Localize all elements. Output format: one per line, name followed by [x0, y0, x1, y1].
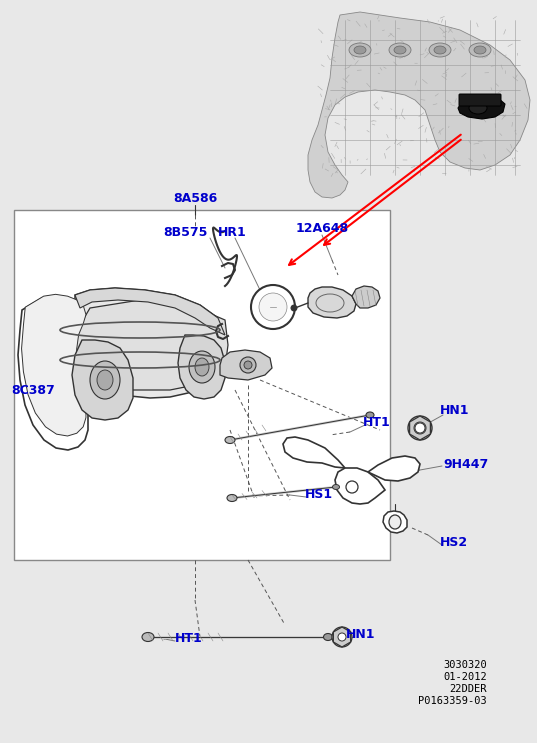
Text: HS1: HS1 [305, 488, 333, 502]
Ellipse shape [195, 358, 209, 376]
Polygon shape [76, 300, 228, 390]
Ellipse shape [389, 515, 401, 529]
Circle shape [259, 293, 287, 321]
Bar [14, 210, 390, 560]
Circle shape [415, 423, 425, 433]
Ellipse shape [394, 46, 406, 54]
Ellipse shape [90, 361, 120, 399]
Polygon shape [178, 335, 225, 399]
Text: 12A648: 12A648 [295, 222, 349, 236]
Polygon shape [410, 416, 430, 440]
Ellipse shape [227, 495, 237, 502]
Ellipse shape [142, 632, 154, 641]
Ellipse shape [429, 43, 451, 57]
Circle shape [338, 633, 346, 641]
Text: HN1: HN1 [346, 628, 375, 640]
Circle shape [240, 357, 256, 373]
Ellipse shape [469, 102, 487, 114]
Ellipse shape [225, 436, 235, 444]
Text: 8C387: 8C387 [11, 383, 55, 397]
Circle shape [414, 422, 426, 434]
Polygon shape [75, 288, 225, 335]
Polygon shape [308, 12, 530, 198]
Ellipse shape [389, 43, 411, 57]
Polygon shape [75, 288, 225, 398]
Polygon shape [352, 286, 380, 308]
Ellipse shape [349, 43, 371, 57]
Text: 8A586: 8A586 [173, 192, 217, 204]
Ellipse shape [474, 46, 486, 54]
Ellipse shape [434, 46, 446, 54]
Polygon shape [308, 287, 356, 318]
Circle shape [251, 285, 295, 329]
FancyBboxPatch shape [459, 94, 501, 106]
Polygon shape [458, 96, 505, 119]
Circle shape [346, 481, 358, 493]
Ellipse shape [366, 412, 374, 418]
Ellipse shape [354, 46, 366, 54]
Polygon shape [335, 468, 385, 504]
Text: P0163359-03: P0163359-03 [418, 696, 487, 706]
Circle shape [332, 627, 352, 647]
Text: HS2: HS2 [440, 536, 468, 550]
Polygon shape [283, 437, 345, 468]
Text: 3030320: 3030320 [443, 660, 487, 670]
Ellipse shape [332, 484, 339, 490]
Circle shape [408, 416, 432, 440]
Polygon shape [18, 296, 88, 450]
Polygon shape [220, 350, 272, 380]
Ellipse shape [323, 634, 332, 640]
Text: 22DDER: 22DDER [449, 684, 487, 694]
Text: HR1: HR1 [217, 225, 246, 239]
Circle shape [291, 305, 297, 311]
Circle shape [244, 361, 252, 369]
Ellipse shape [189, 351, 215, 383]
Polygon shape [21, 294, 86, 436]
Text: HN1: HN1 [440, 403, 469, 417]
Ellipse shape [97, 370, 113, 390]
Ellipse shape [469, 43, 491, 57]
Polygon shape [383, 511, 407, 533]
Text: HT1: HT1 [175, 632, 203, 644]
Polygon shape [72, 340, 133, 420]
Text: HT1: HT1 [363, 415, 391, 429]
Polygon shape [333, 627, 351, 647]
Text: 8B575: 8B575 [163, 225, 207, 239]
Text: 9H447: 9H447 [443, 458, 488, 472]
Polygon shape [368, 456, 420, 481]
Text: 01-2012: 01-2012 [443, 672, 487, 682]
